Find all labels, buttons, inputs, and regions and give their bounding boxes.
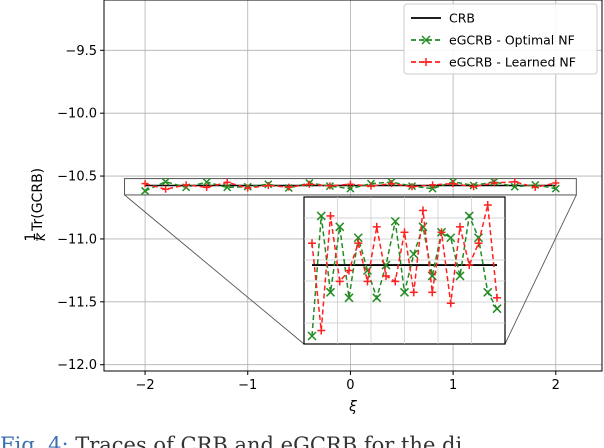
inset-optimal-nf-series-point (353, 233, 363, 243)
legend-label-optimal-nf-series: eGCRB - Optimal NF (449, 33, 575, 48)
inset-optimal-nf-series-point (399, 287, 410, 297)
optimal-nf-series-point (346, 184, 355, 193)
legend-label-learned-nf-series: eGCRB - Learned NF (449, 55, 576, 70)
zoom-connector-left (124, 194, 305, 345)
inset-optimal-nf-series-point (335, 222, 345, 232)
y-tick-label: −12.0 (57, 358, 97, 373)
figure-caption: Fig. 4: Traces of CRB and eGCRB for the … (0, 430, 604, 448)
optimal-nf-series-point (551, 184, 560, 193)
caption-text: Traces of CRB and eGCRB for the di (75, 433, 463, 448)
inset-optimal-nf-series-point (446, 233, 456, 243)
y-axis-label: 1 k Tr(GCRB) (23, 168, 49, 242)
optimal-nf-series-point (202, 178, 211, 187)
inset-optimal-nf-series-point (325, 287, 336, 297)
inset-learned-nf-series-line (311, 204, 498, 331)
zoom-connector-lines (124, 178, 577, 345)
inset-optimal-nf-series-point (372, 293, 382, 303)
optimal-nf-series-point (223, 183, 232, 192)
inset-optimal-nf-series-point (455, 271, 465, 281)
zoom-connector-right (504, 194, 577, 345)
y-axis-ticks: −12.0 −11.5 −11.0 −10.5 −10.0 −9.5 (57, 44, 104, 373)
inset-optimal-nf-series-point (492, 304, 502, 314)
optimal-nf-series-point (161, 177, 170, 186)
y-label-denominator: k (33, 232, 49, 241)
x-axis-label: ξ (348, 399, 357, 415)
legend-label-crb-series: CRB (449, 11, 475, 26)
optimal-nf-series-point (428, 184, 437, 193)
inset-optimal-nf-series-point (464, 211, 474, 221)
inset-optimal-nf-series-point (409, 249, 419, 259)
x-tick-label: −1 (238, 378, 257, 393)
zoom-inset (303, 196, 506, 345)
x-tick-label: 0 (346, 378, 354, 393)
caption-label: Fig. 4: (0, 433, 69, 448)
legend-marker-optimal-nf-series (421, 35, 431, 45)
inset-optimal-nf-series-point (381, 260, 391, 270)
x-tick-label: 2 (552, 378, 560, 393)
x-tick-label: −2 (135, 378, 154, 393)
y-label-numerator: 1 (23, 233, 39, 242)
inset-optimal-nf-series-point (307, 331, 317, 341)
main-plot-series (141, 177, 560, 195)
legend-box (403, 3, 598, 75)
y-tick-label: −11.5 (57, 295, 97, 310)
y-label-text: Tr(GCRB) (30, 168, 46, 232)
inset-optimal-nf-series-point (473, 233, 484, 243)
x-tick-label: 1 (449, 378, 457, 393)
zoom-region-box (124, 178, 577, 196)
optimal-nf-series-point (141, 186, 150, 195)
y-tick-label: −11.0 (57, 232, 97, 247)
inset-optimal-nf-series-point (344, 293, 354, 303)
y-tick-label: −10.5 (57, 170, 97, 185)
y-tick-label: −10.0 (57, 107, 97, 122)
legend: CRB eGCRB - Optimal NF eGCRB - Learned NF (403, 3, 598, 75)
inset-optimal-nf-series-point (362, 265, 373, 276)
y-tick-label: −9.5 (65, 44, 97, 59)
inset-optimal-nf-series-point (483, 287, 493, 297)
inset-optimal-nf-series-point (316, 211, 326, 221)
inset-optimal-nf-series-point (390, 216, 400, 226)
optimal-nf-series-point (510, 182, 519, 191)
x-axis-ticks: −2 −1 0 1 2 (135, 371, 560, 393)
axes-frame (103, 0, 603, 372)
